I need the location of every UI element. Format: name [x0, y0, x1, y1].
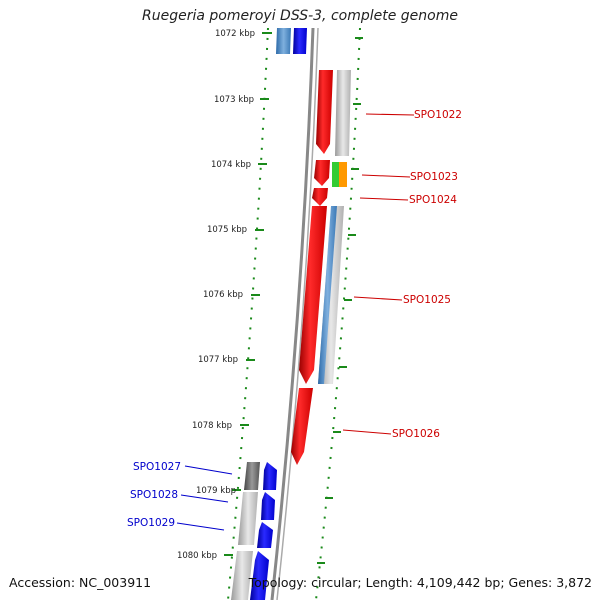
leader-SPO1027: [184, 465, 233, 475]
tick-label: 1078 kbp: [192, 421, 232, 431]
tick-label: 1077 kbp: [198, 355, 238, 365]
gene-arrow-SPO1028[interactable]: [261, 492, 275, 520]
gene-label-SPO1024[interactable]: SPO1024: [409, 194, 457, 206]
accession-text: Accession: NC_003911: [9, 575, 152, 590]
cds-band-SPO1022: [335, 70, 351, 156]
gene-arrow-SPO1027[interactable]: [263, 462, 277, 490]
leader-SPO1023: [361, 174, 411, 178]
cds-band-SPO1028: [238, 492, 258, 545]
gene-label-SPO1029[interactable]: SPO1029: [127, 517, 175, 529]
tick-label: 1074 kbp: [211, 160, 251, 170]
gene-label-SPO1025[interactable]: SPO1025: [403, 294, 451, 306]
cds-band-SPO1027: [244, 462, 260, 490]
top-reverse-gene: [293, 28, 307, 54]
gene-label-SPO1022[interactable]: SPO1022: [414, 109, 462, 121]
tick-label: 1080 kbp: [177, 551, 217, 561]
feature-green-SPO1023: [332, 162, 339, 187]
gene-arrow-SPO1025[interactable]: [299, 206, 327, 384]
gene-label-SPO1023[interactable]: SPO1023: [410, 171, 458, 183]
gene-labels: SPO1022 SPO1023 SPO1024 SPO1025 SPO1026 …: [127, 109, 462, 529]
tick-label: 1072 kbp: [215, 29, 255, 39]
backbone-line-inner: [276, 27, 319, 600]
gene-label-SPO1026[interactable]: SPO1026: [392, 428, 440, 440]
gene-arrow-SPO1030[interactable]: [250, 551, 269, 600]
top-cds-band: [276, 28, 291, 54]
gene-label-SPO1028[interactable]: SPO1028: [130, 489, 178, 501]
genome-summary-text: Topology: circular; Length: 4,109,442 bp…: [248, 575, 592, 590]
feature-orange-SPO1023: [339, 162, 347, 187]
gene-arrow-SPO1026[interactable]: [291, 388, 313, 465]
leader-SPO1029: [176, 522, 225, 531]
cds-band-SPO1030: [231, 551, 253, 600]
leader-lines: [176, 113, 415, 531]
gene-arrow-SPO1029[interactable]: [257, 522, 273, 548]
gene-arrow-SPO1023[interactable]: [314, 160, 330, 186]
leader-SPO1026: [342, 429, 392, 435]
map-title: Ruegeria pomeroyi DSS-3, complete genome: [142, 8, 458, 24]
leader-SPO1024: [359, 197, 409, 201]
steel-band-SPO1025: [318, 206, 337, 384]
leader-SPO1028: [180, 494, 229, 503]
tick-label: 1076 kbp: [203, 290, 243, 300]
tick-label: 1075 kbp: [207, 225, 247, 235]
gene-arrow-SPO1024[interactable]: [312, 188, 328, 206]
ticks-group: 1072 kbp 1073 kbp 1074 kbp 1075 kbp 1076…: [177, 29, 363, 564]
leader-SPO1022: [365, 113, 415, 116]
backbone-line-outer: [270, 27, 315, 600]
leader-SPO1025: [353, 296, 403, 301]
gene-arrow-SPO1022[interactable]: [316, 70, 333, 154]
tick-label: 1073 kbp: [214, 95, 254, 105]
gene-label-SPO1027[interactable]: SPO1027: [133, 461, 181, 473]
tick-label: 1079 kbp: [196, 486, 236, 496]
